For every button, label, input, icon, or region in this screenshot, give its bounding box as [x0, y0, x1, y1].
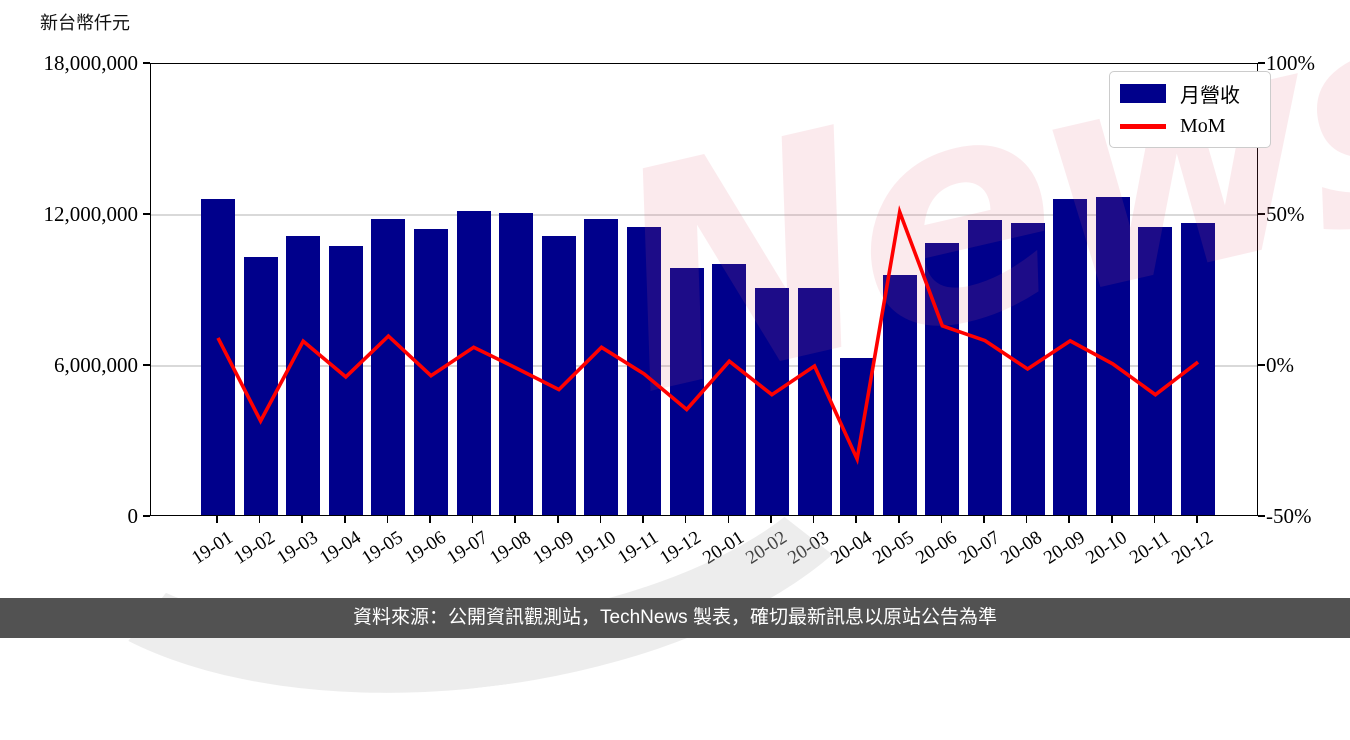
left-y-tickmark — [143, 62, 150, 64]
legend: 月營收 MoM — [1109, 71, 1271, 148]
left-y-tickmark — [143, 515, 150, 517]
x-tickmark — [1025, 516, 1028, 523]
x-tick-label-20-06: 20-06 — [912, 527, 961, 569]
bar-19-06 — [414, 228, 449, 515]
bar-19-02 — [243, 256, 278, 515]
x-tickmark — [727, 516, 730, 523]
right-y-tickmark — [1258, 62, 1265, 64]
x-tick-label-19-12: 19-12 — [656, 527, 706, 569]
left-y-tick-label: 0 — [127, 504, 139, 528]
bar-19-05 — [371, 219, 406, 515]
bar-20-11 — [1138, 226, 1173, 515]
x-tickmark — [471, 516, 474, 523]
x-tick-label-19-04: 19-04 — [315, 527, 365, 569]
x-tick-label-20-07: 20-07 — [954, 527, 1004, 569]
gridline — [151, 214, 1257, 216]
bar-20-07 — [967, 220, 1002, 515]
left-y-tick-label: 18,000,000 — [43, 51, 139, 75]
x-tick-label-19-07: 19-07 — [443, 527, 493, 569]
x-tickmark — [429, 516, 431, 523]
right-y-tick-label: 0% — [1266, 353, 1294, 377]
x-tickmark — [216, 516, 218, 523]
source-footer: 資料來源：公開資訊觀測站，TechNews 製表，確切最新訊息以原站公告為準 — [0, 598, 1350, 638]
bar-20-02 — [754, 288, 789, 515]
revenue-swatch-icon — [1120, 83, 1166, 103]
right-y-tickmark — [1258, 213, 1265, 215]
right-y-tick-label: 50% — [1266, 202, 1305, 226]
plot-area — [150, 63, 1258, 516]
legend-row-mom: MoM — [1120, 113, 1260, 139]
left-y-tickmark — [143, 364, 150, 366]
bar-19-12 — [669, 268, 704, 515]
left-axis-title: 新台幣仟元 — [40, 13, 130, 33]
legend-row-revenue: 月營收 — [1120, 80, 1260, 107]
x-tickmark — [344, 516, 346, 523]
x-tick-label-19-09: 19-09 — [528, 527, 578, 569]
right-y-tickmark — [1258, 515, 1265, 517]
x-tick-label-19-06: 19-06 — [400, 527, 450, 569]
x-tick-label-19-03: 19-03 — [273, 527, 322, 569]
x-tick-label-20-04: 20-04 — [826, 527, 876, 569]
bar-20-06 — [925, 242, 960, 515]
x-tickmark — [684, 516, 687, 523]
x-tickmark — [1110, 516, 1113, 523]
right-y-tick-label: 100% — [1266, 51, 1315, 75]
legend-label-revenue: 月營收 — [1180, 84, 1240, 107]
mom-line — [216, 205, 1200, 466]
x-tick-label-20-08: 20-08 — [997, 527, 1047, 569]
bar-20-05 — [882, 274, 917, 515]
x-tickmark — [301, 516, 303, 523]
x-tick-label-20-12: 20-12 — [1167, 527, 1217, 569]
x-tickmark — [855, 516, 857, 523]
x-tickmark — [1196, 516, 1198, 523]
right-y-tickmark — [1258, 364, 1265, 366]
x-tickmark — [258, 516, 261, 523]
bar-20-01 — [712, 264, 747, 515]
bar-20-09 — [1053, 198, 1088, 515]
x-tickmark — [983, 516, 985, 523]
mom-line-layer — [216, 205, 1200, 466]
x-tickmark — [1153, 516, 1156, 523]
x-tick-label-20-03: 20-03 — [784, 527, 833, 569]
mom-swatch-icon — [1120, 123, 1166, 129]
x-tick-label-20-11: 20-11 — [1125, 527, 1174, 569]
x-tick-label-19-05: 19-05 — [358, 527, 407, 569]
x-tickmark — [897, 516, 900, 523]
x-tick-label-20-01: 20-01 — [699, 527, 748, 569]
x-tick-label-20-10: 20-10 — [1082, 527, 1132, 569]
x-tickmark — [642, 516, 644, 523]
x-tickmark — [1068, 516, 1070, 523]
bar-19-03 — [286, 235, 321, 515]
x-tickmark — [386, 516, 389, 523]
bar-19-10 — [584, 219, 619, 515]
x-tick-label-19-11: 19-11 — [614, 527, 663, 569]
x-tick-label-19-10: 19-10 — [571, 527, 620, 569]
left-y-tick-label: 12,000,000 — [43, 202, 139, 226]
x-tickmark — [557, 516, 559, 523]
bar-19-11 — [627, 226, 662, 515]
gridline — [151, 365, 1257, 367]
legend-label-mom: MoM — [1180, 114, 1226, 137]
x-tick-label-20-05: 20-05 — [869, 527, 919, 569]
left-y-tick-label: 6,000,000 — [54, 353, 138, 377]
right-y-tick-label: -50% — [1266, 504, 1312, 528]
bar-19-04 — [328, 245, 363, 515]
bar-19-09 — [541, 236, 576, 515]
x-tickmark — [514, 516, 517, 523]
x-tick-label-19-02: 19-02 — [230, 527, 280, 569]
x-tickmark — [770, 516, 772, 523]
left-y-tickmark — [143, 213, 150, 215]
x-tick-label-19-08: 19-08 — [486, 527, 535, 569]
x-tick-label-20-02: 20-02 — [741, 527, 791, 569]
bar-19-07 — [456, 211, 491, 515]
bar-20-03 — [797, 288, 832, 515]
x-tick-label-20-09: 20-09 — [1040, 527, 1089, 569]
x-tickmark — [812, 516, 815, 523]
x-tick-label-19-01: 19-01 — [187, 527, 237, 569]
x-tickmark — [940, 516, 943, 523]
x-tickmark — [599, 516, 602, 523]
